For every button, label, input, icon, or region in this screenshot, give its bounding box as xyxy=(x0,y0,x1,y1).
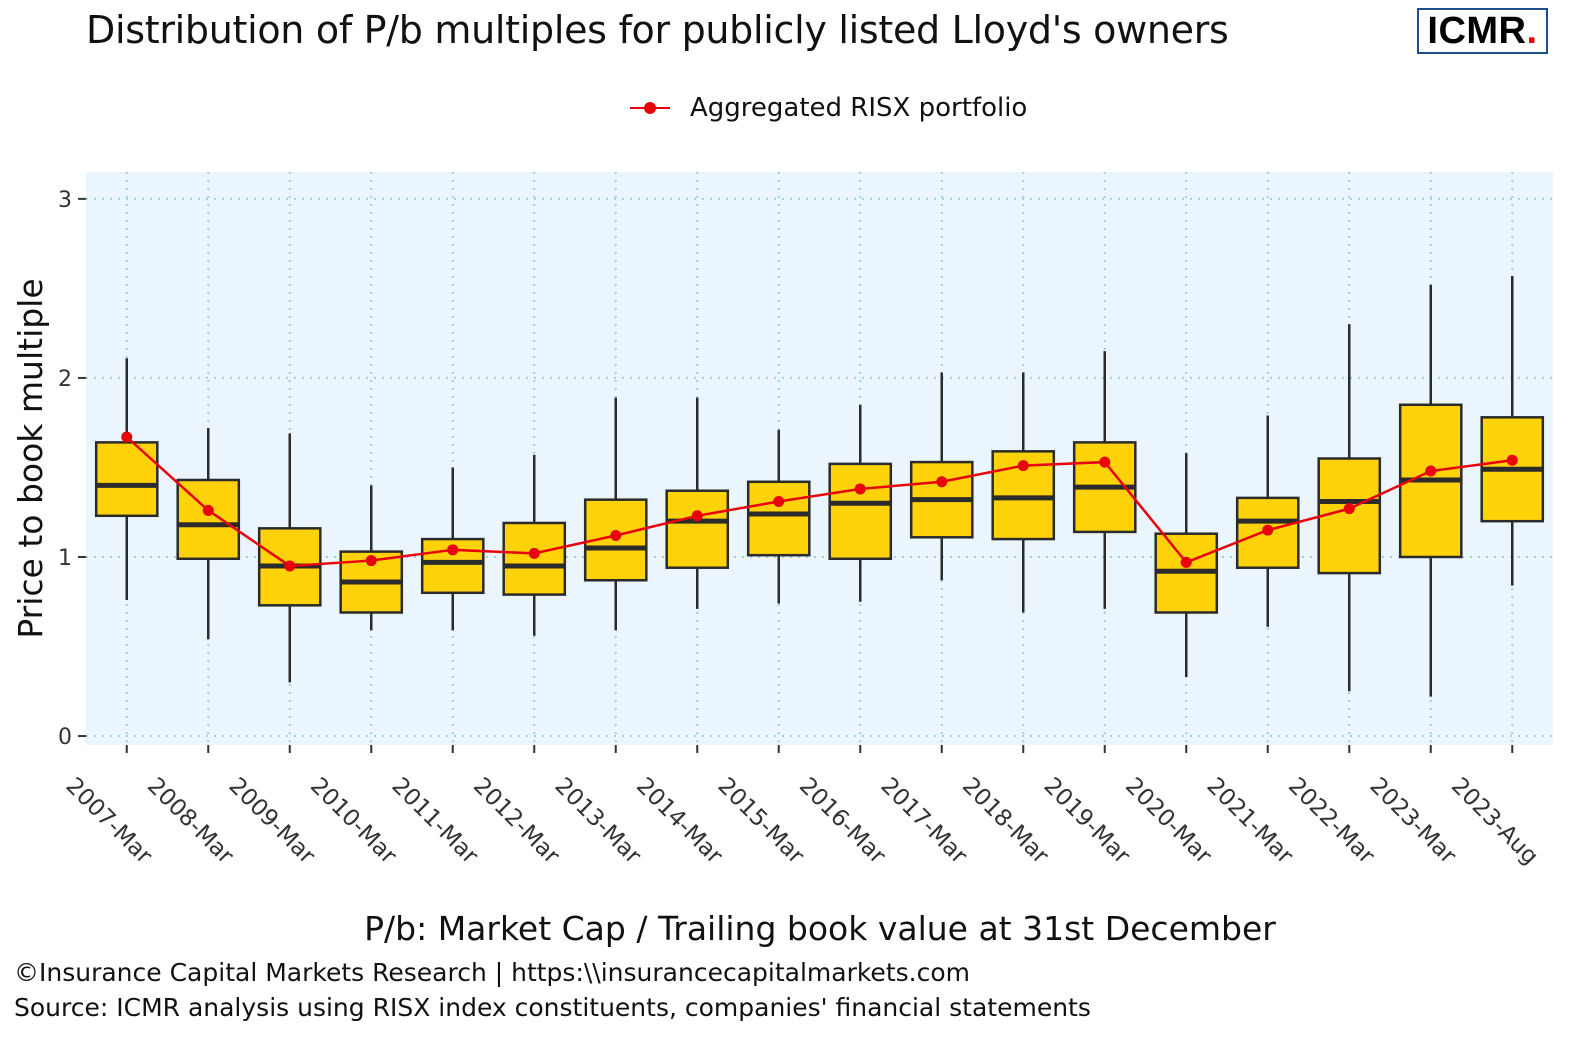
chart-title: Distribution of P/b multiples for public… xyxy=(86,8,1229,52)
series-point xyxy=(1180,556,1192,568)
x-tick-label: 2023-Aug xyxy=(1446,773,1543,870)
legend-line-marker-icon xyxy=(630,98,670,118)
x-tick-label: 2007-Mar xyxy=(61,773,158,870)
legend: Aggregated RISX portfolio xyxy=(630,90,1027,126)
x-tick-label: 2019-Mar xyxy=(1039,773,1136,870)
source-caption: Source: ICMR analysis using RISX index c… xyxy=(14,993,1091,1022)
box-iqr xyxy=(1317,457,1382,575)
box-iqr xyxy=(665,489,730,569)
y-tick-label: 0 xyxy=(58,725,72,750)
x-tick-label: 2014-Mar xyxy=(631,773,728,870)
series-point xyxy=(1262,524,1274,536)
series-point xyxy=(773,495,785,507)
x-tick-label: 2015-Mar xyxy=(713,773,810,870)
series-point xyxy=(1017,460,1029,472)
series-point xyxy=(121,431,133,443)
series-point xyxy=(1425,465,1437,477)
y-tick-label: 2 xyxy=(58,367,72,392)
box-iqr xyxy=(94,441,159,518)
x-axis-title: P/b: Market Cap / Trailing book value at… xyxy=(364,909,1276,948)
y-tick-label: 1 xyxy=(58,546,72,571)
series-line xyxy=(125,436,1513,568)
x-tick-label: 2009-Mar xyxy=(224,773,321,870)
y-axis-title: Price to book multiple xyxy=(11,278,50,638)
boxplot-chart: 0 1 2 3 2007-Mar2008-Mar2009-Mar2010-Mar2011… xyxy=(11,172,1553,870)
x-tick-label: 2021-Mar xyxy=(1202,773,1299,870)
series-point xyxy=(365,555,377,567)
x-tick-label: 2012-Mar xyxy=(468,773,565,870)
x-tick-label: 2017-Mar xyxy=(876,773,973,870)
box-iqr xyxy=(828,462,893,561)
x-tick-label: 2018-Mar xyxy=(957,773,1054,870)
logo-dot: . xyxy=(1526,10,1538,52)
x-tick-label: 2023-Mar xyxy=(1365,773,1462,870)
series-point xyxy=(1343,503,1355,515)
x-tick-label: 2013-Mar xyxy=(550,773,647,870)
series-point xyxy=(854,483,866,495)
y-tick-label: 3 xyxy=(58,188,72,213)
series-point xyxy=(284,560,296,572)
series-point xyxy=(936,476,948,488)
box-iqr xyxy=(746,480,811,557)
series-point xyxy=(202,504,214,516)
x-tick-label: 2016-Mar xyxy=(794,773,891,870)
x-tick-label: 2022-Mar xyxy=(1283,773,1380,870)
series-point xyxy=(447,544,459,556)
x-tick-label: 2010-Mar xyxy=(305,773,402,870)
x-tick-label: 2011-Mar xyxy=(387,773,484,870)
icmr-logo: ICMR. xyxy=(1417,8,1548,54)
legend-label: Aggregated RISX portfolio xyxy=(690,93,1028,123)
copyright-caption: ©Insurance Capital Markets Research | ht… xyxy=(14,958,970,987)
series-point xyxy=(610,529,622,541)
series-point xyxy=(528,547,540,559)
series-point xyxy=(691,510,703,522)
x-tick-label: 2008-Mar xyxy=(142,773,239,870)
series-point xyxy=(1506,454,1518,466)
x-tick-label: 2020-Mar xyxy=(1120,773,1217,870)
series-point xyxy=(1099,456,1111,468)
plot-panel xyxy=(86,172,1553,745)
logo-text: ICMR xyxy=(1427,10,1527,52)
